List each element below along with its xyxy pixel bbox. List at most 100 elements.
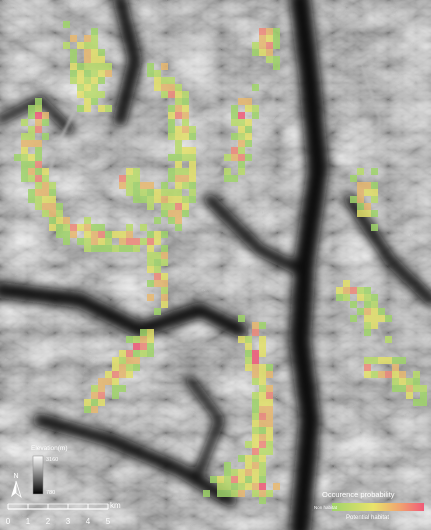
habitat-cell (42, 112, 49, 119)
habitat-cell (56, 217, 63, 224)
habitat-cell (91, 56, 98, 63)
habitat-cell (70, 35, 77, 42)
habitat-cell (399, 385, 406, 392)
habitat-cell (224, 469, 231, 476)
habitat-cell (266, 28, 273, 35)
habitat-cell (259, 462, 266, 469)
habitat-cell (126, 231, 133, 238)
habitat-cell (238, 168, 245, 175)
habitat-cell (266, 399, 273, 406)
habitat-cell (147, 336, 154, 343)
habitat-cell (70, 56, 77, 63)
habitat-cell (385, 371, 392, 378)
habitat-cell (140, 182, 147, 189)
habitat-cell (21, 154, 28, 161)
habitat-cell (357, 196, 364, 203)
habitat-cell (91, 224, 98, 231)
habitat-cell (252, 378, 259, 385)
habitat-cell (70, 77, 77, 84)
habitat-cell (49, 182, 56, 189)
habitat-cell (182, 168, 189, 175)
habitat-cell (231, 105, 238, 112)
habitat-cell (98, 91, 105, 98)
habitat-cell (350, 315, 357, 322)
habitat-cell (161, 63, 168, 70)
habitat-cell (35, 189, 42, 196)
habitat-cell (238, 126, 245, 133)
habitat-cell (98, 49, 105, 56)
habitat-cell (231, 147, 238, 154)
habitat-cell (133, 175, 140, 182)
habitat-cell (105, 245, 112, 252)
habitat-cell (98, 224, 105, 231)
habitat-cell (224, 476, 231, 483)
habitat-cell (105, 70, 112, 77)
habitat-cell (168, 77, 175, 84)
habitat-cell (154, 77, 161, 84)
habitat-cell (161, 287, 168, 294)
habitat-cell (175, 98, 182, 105)
habitat-cell (63, 217, 70, 224)
habitat-cell (259, 413, 266, 420)
habitat-cell (28, 154, 35, 161)
north-arrow-outline (15, 480, 22, 499)
habitat-cell (364, 364, 371, 371)
habitat-cell (245, 343, 252, 350)
habitat-cell (259, 371, 266, 378)
habitat-cell (77, 63, 84, 70)
habitat-cell (357, 294, 364, 301)
habitat-cell (259, 399, 266, 406)
habitat-cell (406, 378, 413, 385)
habitat-cell (49, 203, 56, 210)
habitat-cell (112, 231, 119, 238)
habitat-cell (147, 231, 154, 238)
habitat-cell (84, 77, 91, 84)
habitat-cell (182, 119, 189, 126)
habitat-cell (140, 336, 147, 343)
habitat-cell (371, 301, 378, 308)
habitat-cell (168, 119, 175, 126)
habitat-cell (231, 119, 238, 126)
habitat-cell (245, 455, 252, 462)
habitat-cell (231, 133, 238, 140)
habitat-cell (147, 182, 154, 189)
habitat-cell (91, 245, 98, 252)
habitat-cell (168, 196, 175, 203)
habitat-cell (98, 63, 105, 70)
north-label: N (13, 473, 18, 480)
habitat-cell (28, 133, 35, 140)
habitat-cell (175, 161, 182, 168)
habitat-cell (154, 308, 161, 315)
habitat-cell (70, 49, 77, 56)
habitat-cell (357, 182, 364, 189)
habitat-cell (350, 301, 357, 308)
habitat-cell (119, 182, 126, 189)
habitat-cell (112, 392, 119, 399)
habitat-cell (357, 210, 364, 217)
habitat-cell (273, 28, 280, 35)
habitat-cell (84, 35, 91, 42)
north-arrow (11, 481, 16, 497)
probability-low: Non habitat (314, 505, 338, 510)
habitat-cell (245, 462, 252, 469)
habitat-cell (231, 154, 238, 161)
habitat-cell (42, 133, 49, 140)
habitat-cell (119, 385, 126, 392)
habitat-cell (56, 203, 63, 210)
habitat-cell (77, 105, 84, 112)
habitat-cell (63, 238, 70, 245)
habitat-cell (182, 182, 189, 189)
habitat-cell (154, 217, 161, 224)
habitat-cell (84, 63, 91, 70)
elevation-max: 3160 (46, 457, 58, 463)
habitat-cell (161, 210, 168, 217)
habitat-cell (350, 175, 357, 182)
habitat-cell (336, 294, 343, 301)
habitat-cell (259, 49, 266, 56)
habitat-cell (238, 469, 245, 476)
habitat-cell (35, 126, 42, 133)
habitat-cell (161, 294, 168, 301)
habitat-cell (154, 196, 161, 203)
habitat-cell (364, 287, 371, 294)
